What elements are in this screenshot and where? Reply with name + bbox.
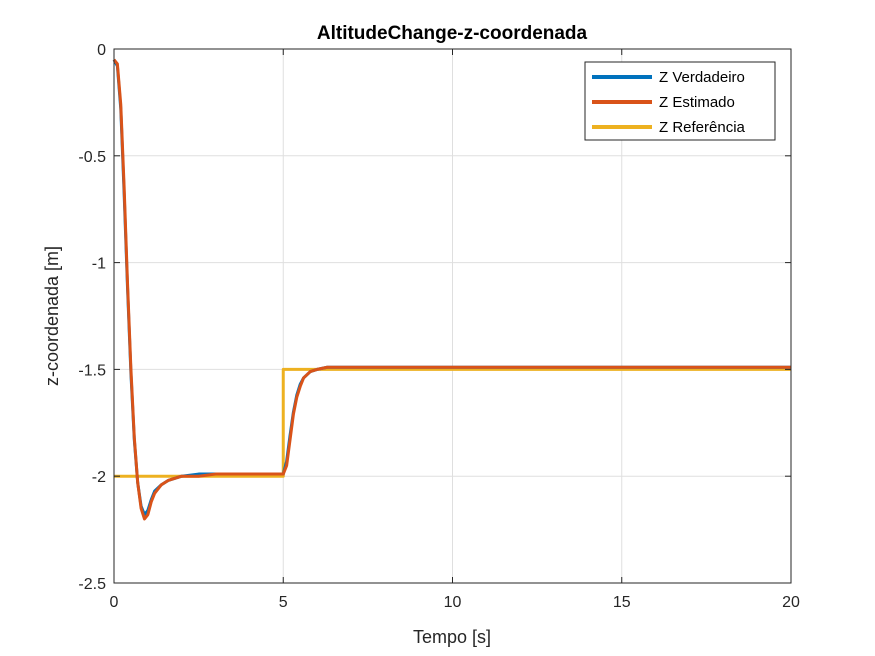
- tick-labels: 0 5 10 15 20 0 -0.5 -1 -1.5 -2 -2.5: [78, 42, 800, 611]
- legend-item-z-verdadeiro-label: Z Verdadeiro: [659, 69, 745, 86]
- y-tick-label: 0: [97, 42, 106, 59]
- x-axis-label: Tempo [s]: [413, 627, 491, 647]
- y-tick-label: -2.5: [78, 576, 106, 593]
- y-tick-label: -0.5: [78, 149, 106, 166]
- ticks: [113, 48, 792, 584]
- x-tick-label: 15: [613, 594, 631, 611]
- chart-title: AltitudeChange-z-coordenada: [317, 23, 588, 44]
- series-layer: [112, 58, 791, 521]
- legend: Z Verdadeiro Z Estimado Z Referência: [584, 61, 776, 141]
- x-tick-label: 5: [279, 594, 288, 611]
- x-tick-label: 20: [782, 594, 800, 611]
- y-tick-label: -1: [92, 256, 106, 273]
- series-z-estimado-line: [112, 58, 791, 521]
- y-tick-label: -1.5: [78, 362, 106, 379]
- y-axis-label: z-coordenada [m]: [42, 246, 62, 386]
- legend-item-z-estimado-label: Z Estimado: [659, 94, 735, 111]
- x-tick-label: 0: [110, 594, 119, 611]
- y-tick-label: -2: [92, 469, 106, 486]
- legend-item-z-referencia-label: Z Referência: [659, 119, 746, 136]
- x-tick-label: 10: [444, 594, 462, 611]
